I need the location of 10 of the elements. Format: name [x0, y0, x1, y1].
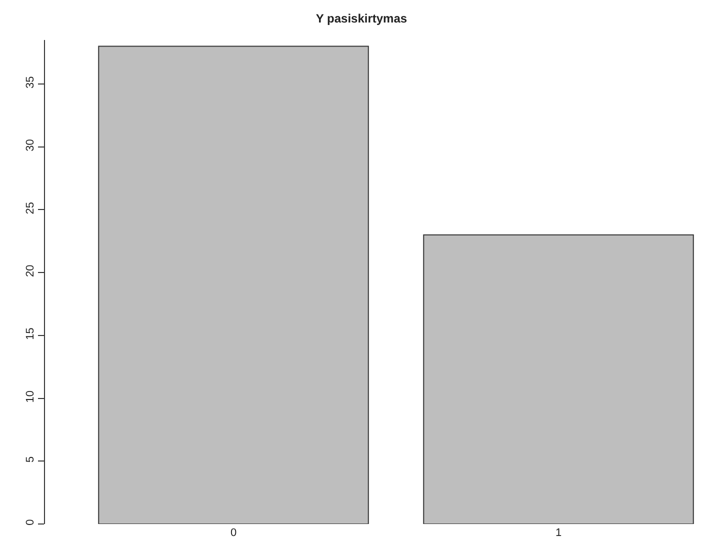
y-tick-label: 30 — [24, 139, 37, 152]
y-tick-label: 35 — [24, 76, 37, 88]
y-tick-label: 25 — [24, 202, 37, 214]
y-tick-label: 15 — [24, 328, 37, 340]
y-tick-label: 10 — [24, 390, 37, 403]
y-tick-label: 0 — [24, 519, 37, 526]
y-tick-label: 20 — [24, 264, 37, 278]
y-tick-label: 5 — [24, 456, 37, 463]
x-tick-label: 1 — [555, 527, 562, 539]
chart-title: Y pasiskirtymas — [316, 11, 408, 26]
